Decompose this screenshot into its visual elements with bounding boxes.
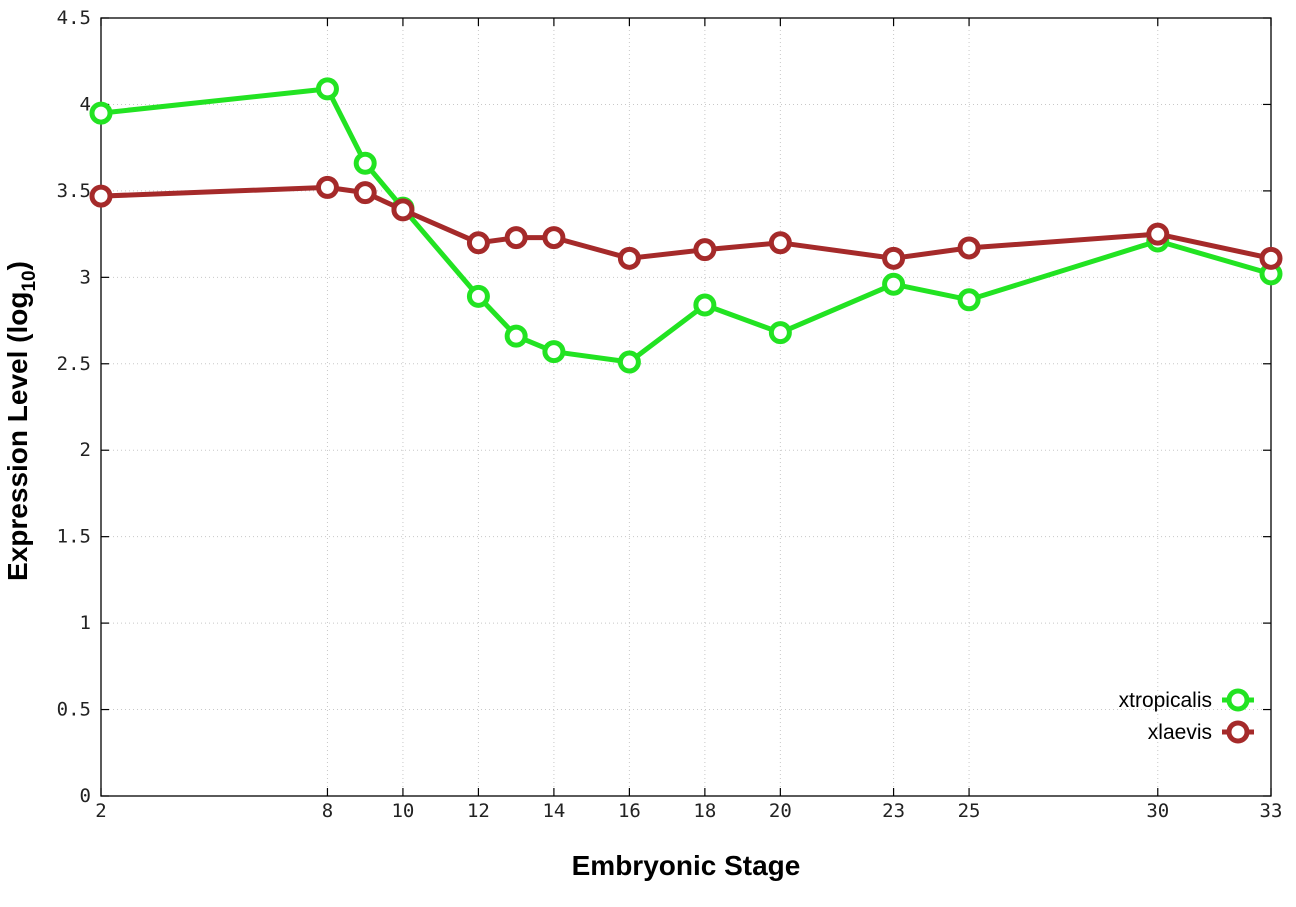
data-point-xtropicalis bbox=[542, 340, 566, 364]
y-tick-label: 0.5 bbox=[57, 699, 91, 721]
data-point-xlaevis bbox=[315, 175, 339, 199]
x-tick-label: 14 bbox=[542, 800, 565, 822]
x-tick-label: 30 bbox=[1146, 800, 1169, 822]
y-axis-title-main: Expression Level (log bbox=[2, 292, 33, 581]
data-point-xlaevis bbox=[353, 181, 377, 205]
y-tick-label: 2 bbox=[80, 439, 91, 461]
legend: xtropicalis xlaevis bbox=[1119, 688, 1254, 744]
y-axis-title: Expression Level (log10) bbox=[2, 261, 40, 581]
x-tick-label: 33 bbox=[1260, 800, 1283, 822]
y-tick-label: 3.5 bbox=[57, 180, 91, 202]
data-point-xlaevis bbox=[882, 246, 906, 270]
data-point-xlaevis bbox=[693, 238, 717, 262]
data-point-xtropicalis bbox=[617, 350, 641, 374]
y-tick-label: 1 bbox=[80, 612, 91, 634]
data-point-xlaevis bbox=[466, 231, 490, 255]
data-point-xlaevis bbox=[89, 184, 113, 208]
x-tick-label: 10 bbox=[391, 800, 414, 822]
legend-label-xtropicalis: xtropicalis bbox=[1119, 689, 1212, 712]
data-point-xtropicalis bbox=[466, 284, 490, 308]
x-axis-title: Embryonic Stage bbox=[572, 850, 801, 881]
y-tick-label: 3 bbox=[80, 266, 91, 288]
x-tick-label: 16 bbox=[618, 800, 641, 822]
plot-frame bbox=[100, 17, 1272, 797]
x-tick-label: 20 bbox=[769, 800, 792, 822]
y-axis-title-close: ) bbox=[2, 261, 33, 270]
x-tick-label: 25 bbox=[958, 800, 981, 822]
data-point-xlaevis bbox=[1146, 222, 1170, 246]
legend-swatch-marker-xlaevis bbox=[1226, 720, 1250, 744]
data-point-xlaevis bbox=[768, 231, 792, 255]
y-tick-label: 1.5 bbox=[57, 526, 91, 548]
data-point-xlaevis bbox=[504, 226, 528, 250]
series-line-xlaevis bbox=[100, 184, 1272, 261]
data-point-xtropicalis bbox=[353, 151, 377, 175]
y-tick-labels: 0 0.5 1 1.5 2 2.5 3 3.5 4 4.5 bbox=[57, 7, 91, 807]
data-point-xtropicalis bbox=[693, 293, 717, 317]
y-axis-title-subscript: 10 bbox=[19, 270, 40, 291]
axis-ticks bbox=[100, 17, 1272, 797]
legend-label-xlaevis: xlaevis bbox=[1148, 721, 1212, 744]
legend-swatch-marker-xtropicalis bbox=[1226, 688, 1250, 712]
x-tick-label: 12 bbox=[467, 800, 490, 822]
data-point-xlaevis bbox=[542, 226, 566, 250]
y-tick-label: 4.5 bbox=[57, 7, 91, 29]
data-point-xlaevis bbox=[1259, 246, 1283, 270]
grid-lines bbox=[101, 18, 1271, 796]
data-point-xtropicalis bbox=[89, 101, 113, 125]
y-tick-label: 4 bbox=[80, 93, 91, 115]
x-tick-labels: 2 8 10 12 14 16 18 20 23 25 30 33 bbox=[95, 800, 1282, 822]
data-point-xlaevis bbox=[391, 198, 415, 222]
x-tick-label: 18 bbox=[693, 800, 716, 822]
data-point-xtropicalis bbox=[882, 272, 906, 296]
y-tick-label: 0 bbox=[80, 785, 91, 807]
data-point-xtropicalis bbox=[768, 321, 792, 345]
series-line-xtropicalis bbox=[100, 86, 1272, 365]
x-tick-label: 23 bbox=[882, 800, 905, 822]
data-point-xtropicalis bbox=[315, 77, 339, 101]
x-tick-label: 8 bbox=[322, 800, 333, 822]
data-point-xtropicalis bbox=[504, 324, 528, 348]
data-point-xlaevis bbox=[617, 246, 641, 270]
series-layer bbox=[89, 77, 1283, 374]
data-point-xtropicalis bbox=[957, 288, 981, 312]
x-tick-label: 2 bbox=[95, 800, 106, 822]
y-tick-label: 2.5 bbox=[57, 353, 91, 375]
data-point-xlaevis bbox=[957, 236, 981, 260]
